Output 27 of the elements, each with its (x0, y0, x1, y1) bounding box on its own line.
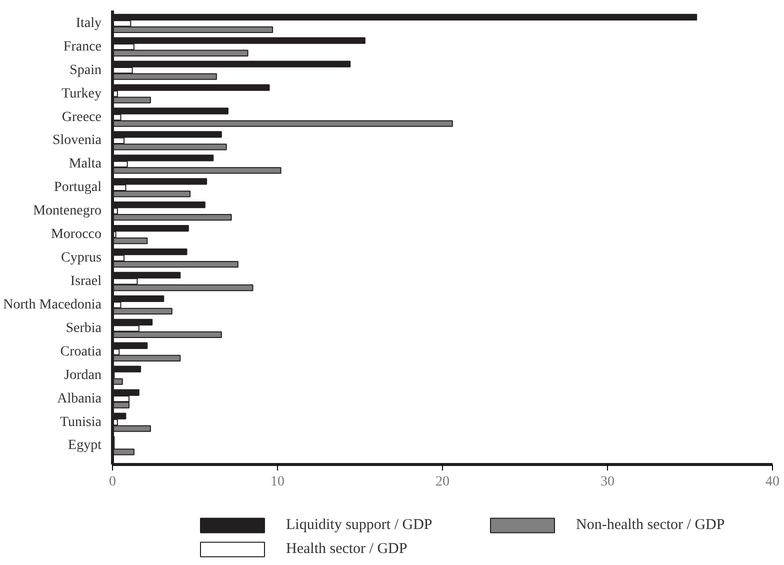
x-tick-label: 30 (600, 474, 614, 490)
y-tick-label: Serbia (66, 320, 102, 336)
y-tick-label: Malta (68, 156, 102, 172)
y-tick-label: Jordan (64, 368, 102, 383)
legend-label: Liquidity support / GDP (286, 516, 434, 534)
y-tick-label: Portugal (54, 180, 102, 196)
y-tick-label: Greece (62, 110, 102, 125)
y-tick-label: Croatia (60, 344, 102, 360)
y-tick-label: Slovenia (52, 133, 102, 148)
y-tick-label: Turkey (62, 86, 102, 102)
x-tick-label: 40 (766, 474, 780, 490)
legend-label: Non-health sector / GDP (576, 516, 726, 534)
y-tick-label: Spain (70, 62, 102, 78)
y-tick-label: France (63, 39, 102, 54)
y-tick-label: North Macedonia (3, 297, 102, 312)
y-tick-label: Italy (76, 16, 102, 31)
y-tick-label: Israel (70, 274, 102, 289)
y-tick-label: Cyprus (61, 250, 102, 266)
x-tick-label: 0 (109, 474, 116, 490)
x-tick-label: 10 (270, 474, 284, 490)
legend-label: Health sector / GDP (286, 540, 408, 558)
y-tick-label: Morocco (50, 227, 102, 242)
y-tick-label: Tunisia (60, 414, 102, 430)
y-tick-label: Montenegro (33, 204, 102, 219)
x-tick-label: 20 (436, 474, 450, 490)
y-tick-label: Egypt (68, 438, 102, 454)
y-tick-label: Albania (57, 391, 102, 406)
